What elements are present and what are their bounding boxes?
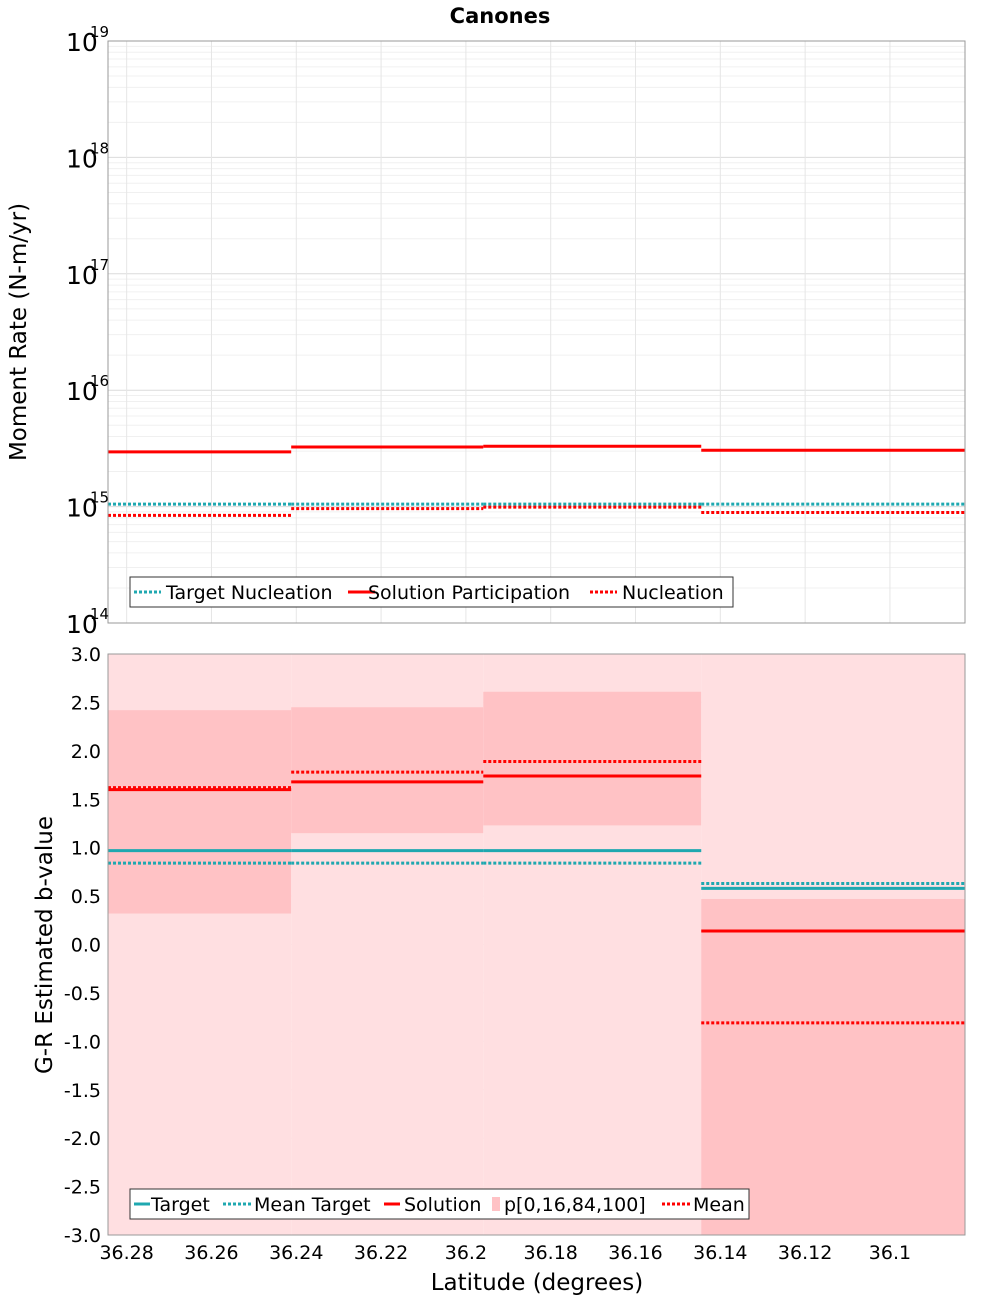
y-tick-label: 0.0 bbox=[71, 935, 101, 957]
y-tick-label: 2.0 bbox=[71, 741, 101, 763]
band-inner bbox=[108, 710, 292, 914]
y-tick-label: 2.5 bbox=[71, 692, 101, 714]
percentile-bands bbox=[108, 654, 965, 1235]
band-inner bbox=[483, 691, 702, 826]
x-tick-label: 36.14 bbox=[693, 1242, 747, 1264]
legend: Target Mean Target Solution p[0,16,84,100] M… bbox=[129, 1188, 750, 1220]
bottom-y-axis-label: G-R Estimated b-value bbox=[32, 816, 58, 1074]
x-tick-label: 36.1 bbox=[869, 1242, 911, 1264]
x-tick-label: 36.28 bbox=[99, 1242, 153, 1264]
legend-box bbox=[129, 576, 734, 608]
legend-label: Solution Participation bbox=[368, 582, 570, 604]
y-tick-exponent: 19 bbox=[90, 23, 109, 41]
series-solution-participation bbox=[108, 444, 965, 454]
legend-label: Nucleation bbox=[622, 582, 724, 604]
x-tick-label: 36.26 bbox=[184, 1242, 238, 1264]
band-inner bbox=[701, 898, 965, 1235]
x-tick-label: 36.16 bbox=[608, 1242, 662, 1264]
plot-frame bbox=[107, 40, 966, 624]
x-tick-label: 36.2 bbox=[445, 1242, 487, 1264]
y-tick-exponent: 18 bbox=[90, 139, 109, 157]
y-tick-label: -0.5 bbox=[64, 983, 101, 1005]
x-tick-label: 36.22 bbox=[354, 1242, 408, 1264]
y-tick-base: 10 bbox=[66, 494, 98, 523]
legend-label: Mean bbox=[693, 1194, 745, 1216]
y-tick-label: -2.0 bbox=[64, 1128, 101, 1150]
series-target bbox=[108, 849, 965, 890]
legend-label: Mean Target bbox=[254, 1194, 371, 1216]
legend-label: Target bbox=[150, 1194, 210, 1216]
series-mean bbox=[108, 759, 965, 1025]
b-value-panel: 3.0 2.5 2.0 1.5 1.0 0.5 0.0 -0.5 -1.0 -1.5 -2.0 -2.… bbox=[64, 644, 966, 1264]
y-tick-exponent: 14 bbox=[90, 605, 109, 623]
top-y-axis-label: Moment Rate (N-m/yr) bbox=[6, 203, 32, 461]
plot-frame bbox=[107, 653, 966, 1236]
y-tick-base: 10 bbox=[66, 610, 98, 639]
y-tick-label: 0.5 bbox=[71, 886, 101, 908]
y-tick-label: -1.5 bbox=[64, 1080, 101, 1102]
gridlines bbox=[108, 41, 965, 624]
y-tick-base: 10 bbox=[66, 144, 98, 173]
y-tick-label: 1.0 bbox=[71, 838, 101, 860]
y-tick-exponent: 16 bbox=[90, 372, 109, 390]
chart-title: Canones bbox=[450, 4, 551, 28]
plot-area bbox=[108, 41, 965, 623]
legend-label: Solution bbox=[404, 1194, 481, 1216]
legend: Target Nucleation Solution Participation N… bbox=[129, 576, 734, 608]
x-tick-label: 36.12 bbox=[778, 1242, 832, 1264]
legend-swatch bbox=[492, 1197, 500, 1211]
y-tick-label: -2.5 bbox=[64, 1177, 101, 1199]
legend-label: Target Nucleation bbox=[165, 582, 333, 604]
y-tick-base: 10 bbox=[66, 377, 98, 406]
x-tick-label: 36.18 bbox=[524, 1242, 578, 1264]
series-solution bbox=[108, 774, 965, 933]
y-tick-label: 3.0 bbox=[71, 644, 101, 666]
series-mean-target bbox=[108, 861, 965, 885]
legend-label: p[0,16,84,100] bbox=[504, 1194, 646, 1216]
band-inner bbox=[291, 707, 484, 834]
y-tick-base: 10 bbox=[66, 28, 98, 57]
y-tick-exponent: 17 bbox=[90, 256, 109, 274]
y-tick-label: -3.0 bbox=[64, 1225, 101, 1247]
x-tick-label: 36.24 bbox=[269, 1242, 323, 1264]
series-nucleation bbox=[108, 505, 965, 517]
y-tick-label: 1.5 bbox=[71, 789, 101, 811]
y-tick-exponent: 15 bbox=[90, 489, 109, 507]
y-tick-label: -1.0 bbox=[64, 1031, 101, 1053]
x-axis-label: Latitude (degrees) bbox=[431, 1270, 644, 1296]
y-tick-base: 10 bbox=[66, 261, 98, 290]
